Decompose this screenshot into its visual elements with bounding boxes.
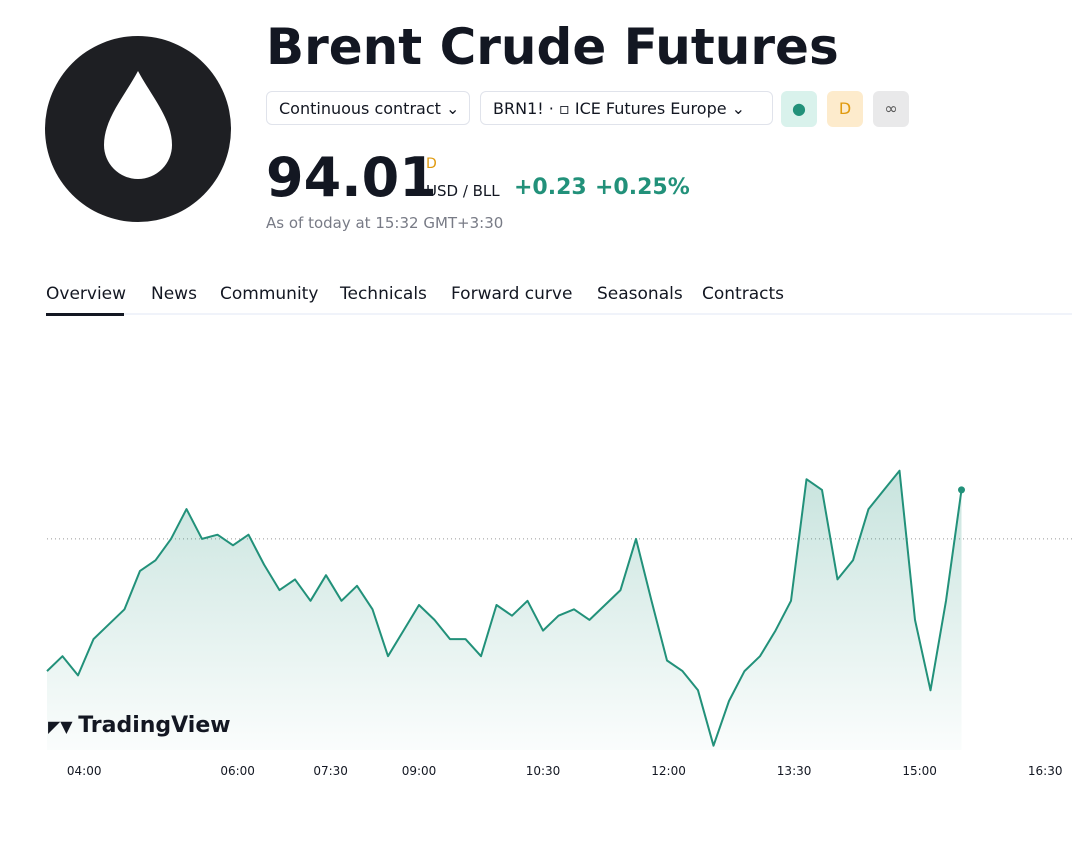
watermark-text: TradingView: [78, 713, 230, 738]
symbol-select[interactable]: BRN1! · ▫ ICE Futures Europe ⌄: [480, 91, 773, 125]
symbol: BRN1!: [493, 99, 544, 118]
chart: ◤▼ TradingView 04:00 06:00 07:30 09:00 10:30 1…: [46, 469, 1072, 778]
tab[interactable]: Overview: [46, 284, 127, 304]
tab[interactable]: Community: [220, 284, 319, 304]
x-tick-label: 09:00: [402, 764, 437, 778]
logo: [45, 36, 231, 222]
currency: USD / BLL: [426, 182, 500, 200]
x-tick-label: 13:30: [777, 764, 812, 778]
contract: Continuous contract: [279, 99, 441, 118]
x-tick-label: 16:30: [1028, 764, 1063, 778]
x-tick-label: 04:00: [67, 764, 102, 778]
last-point: [958, 486, 965, 494]
tab-underline: [46, 313, 124, 316]
tab[interactable]: Seasonals: [597, 284, 683, 304]
change: +0.23: [514, 175, 587, 200]
x-tick-label: 15:00: [902, 764, 937, 778]
exchange: ICE Futures Europe: [574, 99, 727, 118]
tab[interactable]: News: [151, 284, 197, 304]
as-of: As of today at 15:32 GMT+3:30: [266, 214, 504, 232]
change-percent: +0.25%: [595, 175, 690, 200]
delay-badge[interactable]: D: [827, 91, 863, 127]
tab-rule: [46, 313, 1072, 315]
status-dot[interactable]: ●: [781, 91, 817, 127]
price-flag: D: [426, 156, 437, 172]
watermark: ◤▼ TradingView: [48, 713, 231, 738]
x-tick-label: 12:00: [651, 764, 686, 778]
contract-select[interactable]: Continuous contract ⌄: [266, 91, 470, 125]
tab[interactable]: Forward curve: [451, 284, 573, 304]
title: Brent Crude Futures: [266, 18, 839, 76]
x-tick-label: 07:30: [313, 764, 348, 778]
infinity-badge[interactable]: ∞: [873, 91, 909, 127]
x-tick-label: 10:30: [526, 764, 561, 778]
tab[interactable]: Contracts: [702, 284, 784, 304]
price-line: [46, 469, 963, 747]
x-tick-label: 06:00: [220, 764, 255, 778]
price: 94.01: [266, 146, 437, 209]
tab[interactable]: Technicals: [340, 284, 427, 304]
